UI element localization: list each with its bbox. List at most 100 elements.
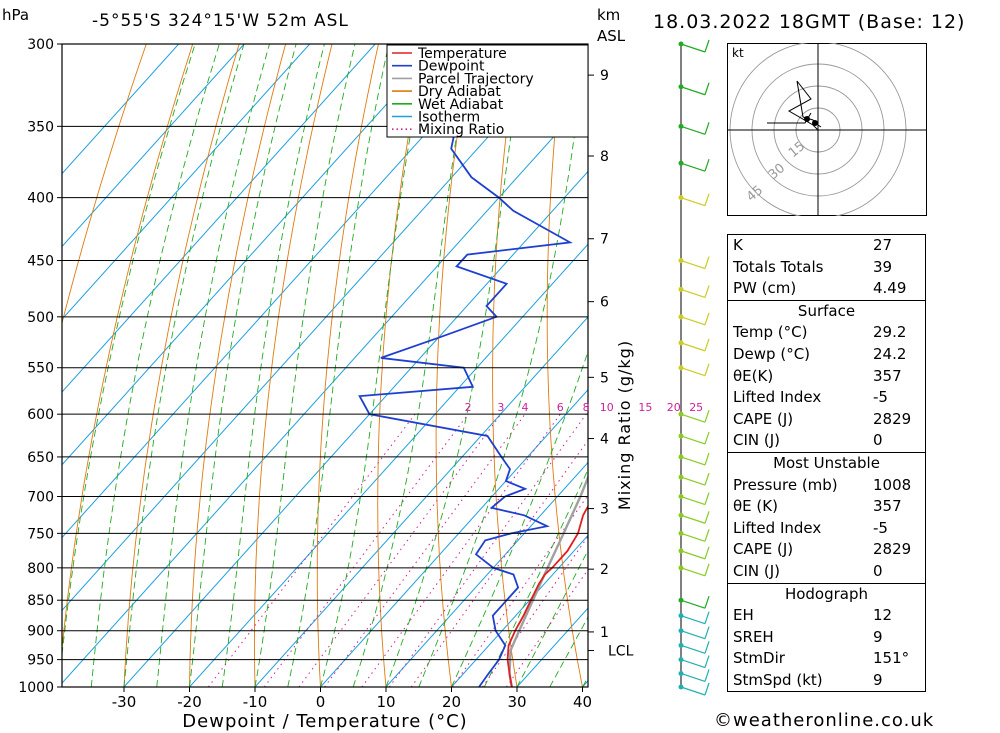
mixing-ratio-line — [505, 568, 588, 687]
mixing-ratio-line — [388, 413, 587, 687]
wind-barb-flag — [704, 596, 710, 609]
wind-barb-flag — [704, 39, 710, 53]
wet-adiabat-line — [320, 44, 428, 687]
wind-barb-flag — [704, 626, 710, 639]
most-unstable-title: Most Unstable — [728, 451, 925, 475]
isotherm-line — [62, 44, 180, 175]
wind-barb-flag — [704, 431, 710, 445]
temperature-tick-label: 40 — [573, 693, 592, 711]
temperature-tick-label: -10 — [243, 693, 268, 711]
unit-hpa: hPa — [2, 6, 30, 24]
temperature-tick-label: 0 — [316, 693, 326, 711]
dry-adiabat-line — [651, 44, 713, 687]
parcel-trajectory-line — [508, 474, 588, 687]
wind-barb-flag — [704, 363, 710, 376]
wind-barb-flag — [704, 122, 710, 135]
isotherm-line — [62, 44, 442, 466]
isotherm-line — [189, 243, 588, 687]
isotherm-line — [62, 44, 376, 393]
surface-row: Dewp (°C) 24.2 — [733, 344, 907, 363]
footer-credit[interactable]: ©weatheronline.co.uk — [714, 710, 934, 731]
most-unstable-row: CIN (J) 0 — [733, 561, 883, 580]
wind-barb-staff — [680, 86, 706, 96]
wind-barb-flag — [704, 82, 710, 95]
wind-barb-staff — [680, 644, 706, 654]
pressure-tick-label: 600 — [27, 407, 54, 423]
wet-adiabat-line — [62, 44, 196, 659]
pressure-tick-label: 550 — [27, 361, 54, 377]
temperature-tick-label: 10 — [376, 693, 395, 711]
wind-barb-staff — [680, 125, 706, 135]
dry-adiabat-line — [936, 44, 1000, 687]
mixing-ratio-label: 15 — [638, 401, 652, 414]
mixing-ratio-line — [410, 439, 588, 687]
wind-barb-flag — [704, 655, 710, 668]
wind-barb-staff — [680, 435, 706, 445]
surface-row: CAPE (J) 2829 — [733, 409, 912, 428]
temperature-line — [506, 504, 588, 687]
wind-barb-staff — [680, 686, 706, 696]
isotherm-line — [62, 44, 311, 320]
surface-row: Lifted Index -5 — [733, 388, 888, 407]
isotherm-line — [254, 316, 588, 687]
wind-barb-staff — [680, 367, 706, 377]
dry-adiabat-line — [62, 44, 194, 654]
wind-barb-staff — [680, 288, 706, 298]
wind-barb-staff — [680, 550, 706, 560]
most-unstable-row: CAPE (J) 2829 — [733, 540, 912, 559]
lcl-label: LCL — [608, 644, 634, 660]
wind-barb-staff — [680, 659, 706, 669]
wind-barb-flag — [704, 472, 710, 486]
wet-adiabat-line — [90, 44, 220, 687]
pressure-tick-label: 300 — [27, 37, 54, 53]
location-title: -5°55'S 324°15'W 52m ASL — [92, 11, 349, 31]
legend-label: Parcel Trajectory — [418, 71, 534, 87]
surface-row: CIN (J) 0 — [733, 431, 883, 450]
hodograph-row: StmSpd (kt) 9 — [733, 670, 883, 689]
isotherm-line — [62, 44, 573, 612]
isotherm-line — [123, 170, 588, 687]
wind-barb-staff — [680, 599, 706, 609]
site-link[interactable]: weatheronline.co.uk — [733, 710, 935, 731]
hodograph-storm-motion — [767, 112, 812, 124]
temperature-tick-label: 20 — [442, 693, 461, 711]
hodograph-title: Hodograph — [728, 582, 925, 606]
mixing-ratio-line — [263, 413, 469, 687]
datetime-title: 18.03.2022 18GMT (Base: 12) — [653, 11, 966, 33]
wind-barb-flag — [704, 492, 710, 505]
pressure-tick-label: 800 — [27, 561, 54, 577]
wind-barb-flag — [704, 338, 710, 352]
hodograph-marker — [812, 120, 818, 126]
wind-barb-staff — [680, 316, 706, 326]
pressure-tick-label: 750 — [27, 526, 54, 542]
hodograph-marker — [804, 116, 810, 122]
km-tick-label: 7 — [600, 232, 609, 248]
wind-barb-flag — [704, 641, 710, 654]
unit-asl: ASL — [597, 27, 626, 45]
dry-adiabat-line — [123, 44, 240, 687]
wind-barb-flag — [704, 193, 710, 206]
hodograph-row: EH 12 — [733, 606, 893, 625]
mixing-ratio-line — [207, 413, 416, 687]
temperature-tick-label: -20 — [177, 693, 202, 711]
dry-adiabat-line — [492, 44, 519, 687]
wind-barb-staff — [680, 495, 706, 506]
km-tick-label: 3 — [600, 502, 609, 518]
km-tick-label: 2 — [600, 562, 609, 578]
x-axis-label: Dewpoint / Temperature (°C) — [182, 711, 467, 732]
wet-adiabat-line — [123, 44, 245, 687]
km-tick-label: 9 — [600, 68, 609, 84]
wet-adiabat-line — [189, 44, 297, 687]
mixing-ratio-label: 2 — [465, 401, 472, 414]
most-unstable-row: θE (K) 357 — [733, 497, 902, 516]
wind-barb-dot — [678, 123, 684, 129]
index-row: K 27 — [733, 236, 893, 254]
wind-barb-staff — [680, 259, 706, 270]
wind-barb-flag — [704, 285, 710, 298]
wind-barb-staff — [680, 476, 706, 486]
isotherm-line — [62, 97, 588, 684]
km-tick-label: 5 — [600, 370, 609, 386]
temperature-tick-label: 30 — [507, 693, 526, 711]
wind-barb-staff — [680, 342, 706, 352]
